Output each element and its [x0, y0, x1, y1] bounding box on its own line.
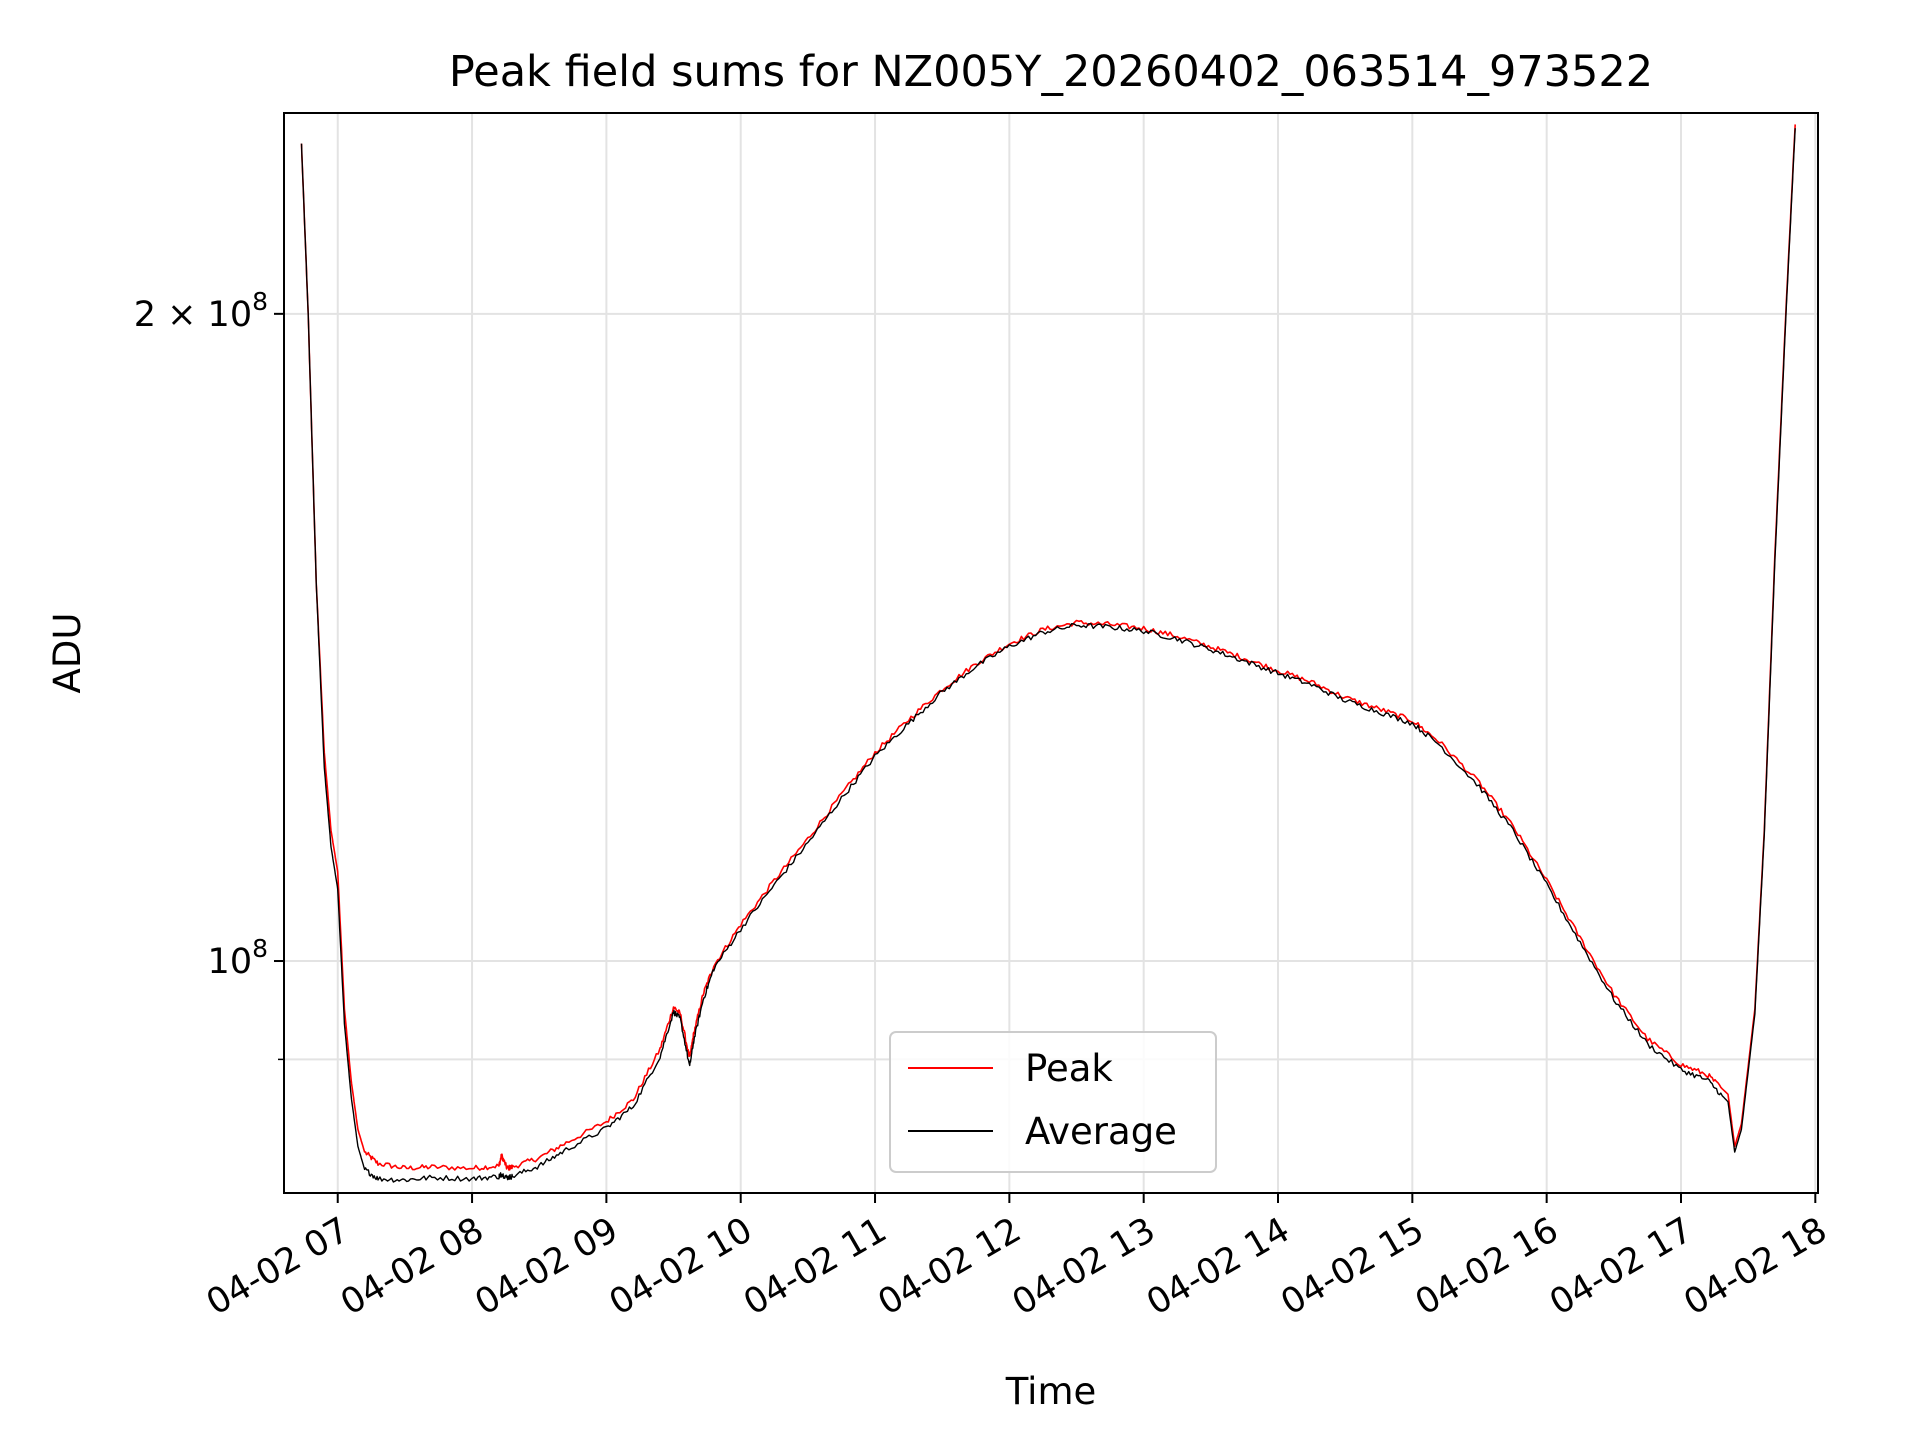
chart-title: Peak field sums for NZ005Y_20260402_0635… — [449, 47, 1653, 97]
legend-label-average: Average — [1025, 1110, 1177, 1153]
x-axis-label: Time — [1005, 1370, 1097, 1413]
legend: Peak Average — [889, 1031, 1217, 1173]
plot-area — [300, 124, 1796, 1183]
y-tick-label: 108 — [208, 934, 268, 982]
y-axis-label: ADU — [46, 613, 89, 694]
plot-frame — [283, 112, 1819, 1194]
series-line-average — [300, 128, 1796, 1183]
series-line-peak — [300, 124, 1796, 1171]
y-tick-mult: 2 × — [134, 295, 208, 335]
y-tick-exponent: 8 — [252, 934, 268, 963]
y-tick-base: 10 — [208, 295, 253, 335]
y-tick-exponent: 8 — [252, 287, 268, 316]
grid — [284, 113, 1818, 1193]
y-tick-label: 2 × 108 — [134, 287, 268, 335]
y-tick-base: 10 — [208, 942, 253, 982]
legend-label-peak: Peak — [1025, 1047, 1113, 1090]
